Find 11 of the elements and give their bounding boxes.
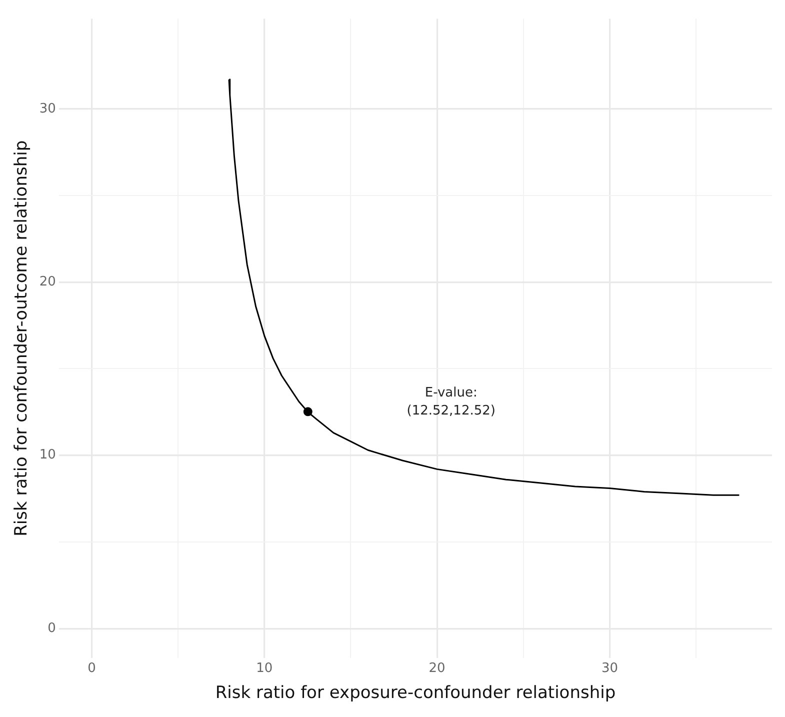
x-axis-title: Risk ratio for exposure-confounder relationship bbox=[215, 683, 616, 704]
x-tick-label: 10 bbox=[256, 661, 273, 676]
x-tick-label: 20 bbox=[428, 661, 446, 676]
x-tick-label: 30 bbox=[601, 661, 618, 676]
y-tick-label: 30 bbox=[39, 101, 56, 116]
y-tick-label: 20 bbox=[39, 274, 56, 290]
y-tick-label: 0 bbox=[48, 620, 56, 636]
annotation: E-value: (12.52,12.52) bbox=[406, 386, 496, 419]
y-axis-title: Risk ratio for confounder-outcome relationship bbox=[12, 140, 32, 536]
y-tick-label: 10 bbox=[39, 448, 56, 463]
x-tick-label: 0 bbox=[88, 661, 96, 676]
